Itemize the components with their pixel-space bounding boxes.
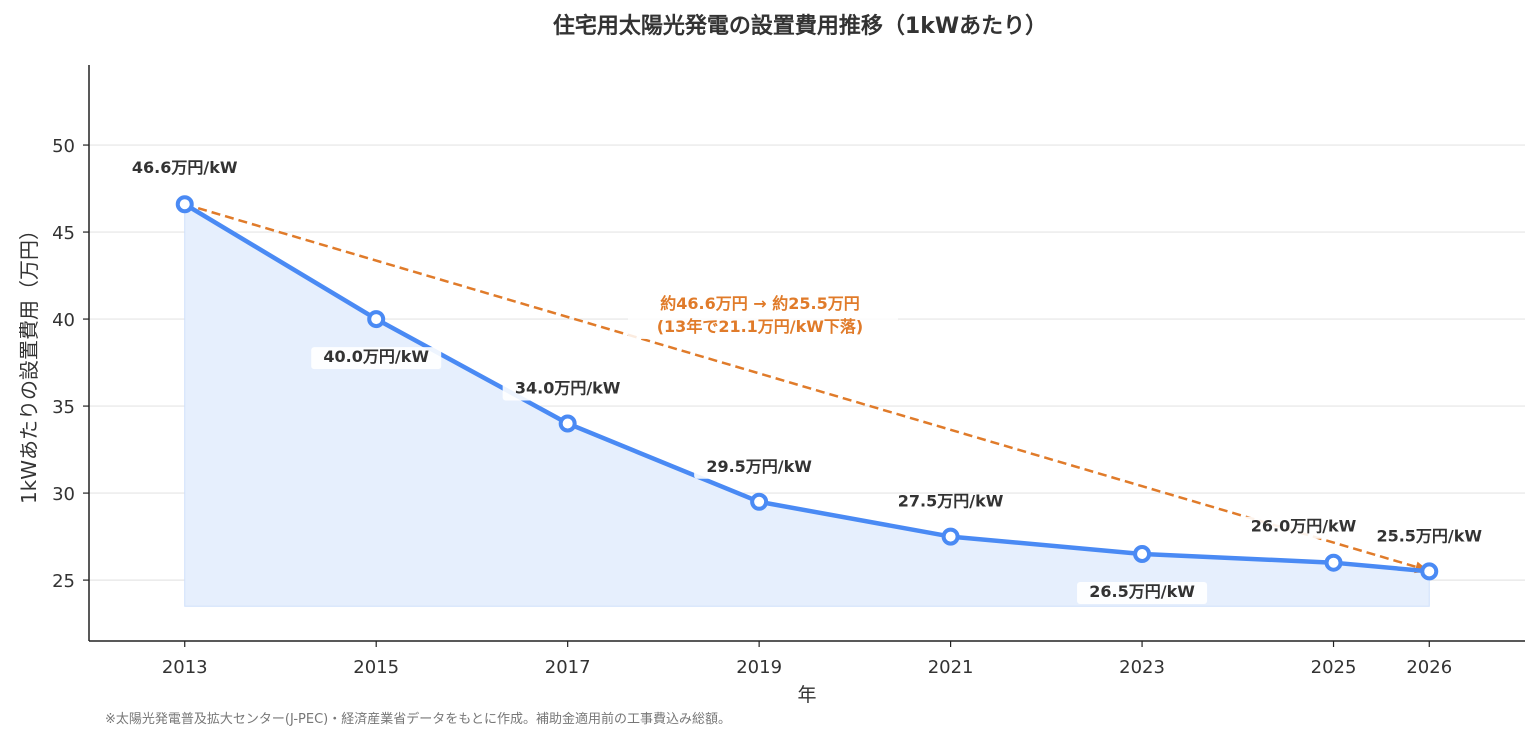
annotation-line2: (13年で21.1万円/kW下落) xyxy=(657,317,864,336)
data-label-bg xyxy=(1238,516,1369,539)
y-tick-label: 30 xyxy=(52,484,75,505)
annotation: 約46.6万円 → 約25.5万円 (13年で21.1万円/kW下落) xyxy=(628,291,898,339)
data-label-bg xyxy=(694,456,825,479)
data-label: 29.5万円/kW xyxy=(706,457,812,476)
axes: 25 30 35 40 45 50 2013 2015 2017 2019 2021 2023 2025… xyxy=(52,65,1525,678)
y-tick-label: 45 xyxy=(52,223,75,244)
data-label: 34.0万円/kW xyxy=(515,378,621,397)
x-axis-label: 年 xyxy=(797,684,816,706)
data-point xyxy=(558,414,577,433)
data-point xyxy=(1420,562,1439,581)
data-point xyxy=(750,492,769,511)
line-path xyxy=(183,202,1430,574)
data-label: 25.5万円/kW xyxy=(1376,526,1482,545)
data-label: 26.0万円/kW xyxy=(1251,517,1357,536)
data-label-bg xyxy=(311,347,442,370)
x-tick-label: 2021 xyxy=(928,657,974,678)
x-tick-label: 2019 xyxy=(736,657,782,678)
footnote: ※太陽光発電普及拡大センター(J-PEC)・経済産業省データをもとに作成。補助金… xyxy=(105,711,731,727)
data-point xyxy=(1133,544,1152,563)
x-tick-label: 2015 xyxy=(353,657,399,678)
data-label-bg xyxy=(1077,581,1208,604)
data-label-bg xyxy=(502,378,633,401)
data-label: 46.6万円/kW xyxy=(132,158,238,177)
y-tick-label: 40 xyxy=(52,310,75,331)
data-label: 26.5万円/kW xyxy=(1089,582,1195,601)
data-point xyxy=(367,310,386,329)
series-line xyxy=(175,195,1439,581)
x-tick-label: 2017 xyxy=(545,657,591,678)
annotation-line1: 約46.6万円 → 約25.5万円 xyxy=(660,294,860,313)
area xyxy=(184,203,1430,607)
data-point xyxy=(1324,553,1343,572)
x-tick-label: 2023 xyxy=(1119,657,1165,678)
y-tick-label: 25 xyxy=(52,571,75,592)
trend-line xyxy=(184,203,1422,570)
data-label: 27.5万円/kW xyxy=(898,492,1004,511)
data-labels: 46.6万円/kW 40.0万円/kW 34.0万円/kW 29.5万円/kW 27.5… xyxy=(132,158,1482,604)
data-label: 40.0万円/kW xyxy=(323,347,429,366)
x-tick-label: 2025 xyxy=(1311,657,1357,678)
y-tick-label: 35 xyxy=(52,397,75,418)
y-tick-label: 50 xyxy=(52,136,75,157)
y-axis-label: 1kWあたりの設置費用（万円） xyxy=(17,220,41,504)
chart-title: 住宅用太陽光発電の設置費用推移（1kWあたり） xyxy=(553,13,1047,39)
x-tick-label: 2026 xyxy=(1406,657,1452,678)
data-point xyxy=(175,195,194,214)
area-fill xyxy=(184,203,1430,607)
data-point xyxy=(941,527,960,546)
x-tick-label: 2013 xyxy=(162,657,208,678)
